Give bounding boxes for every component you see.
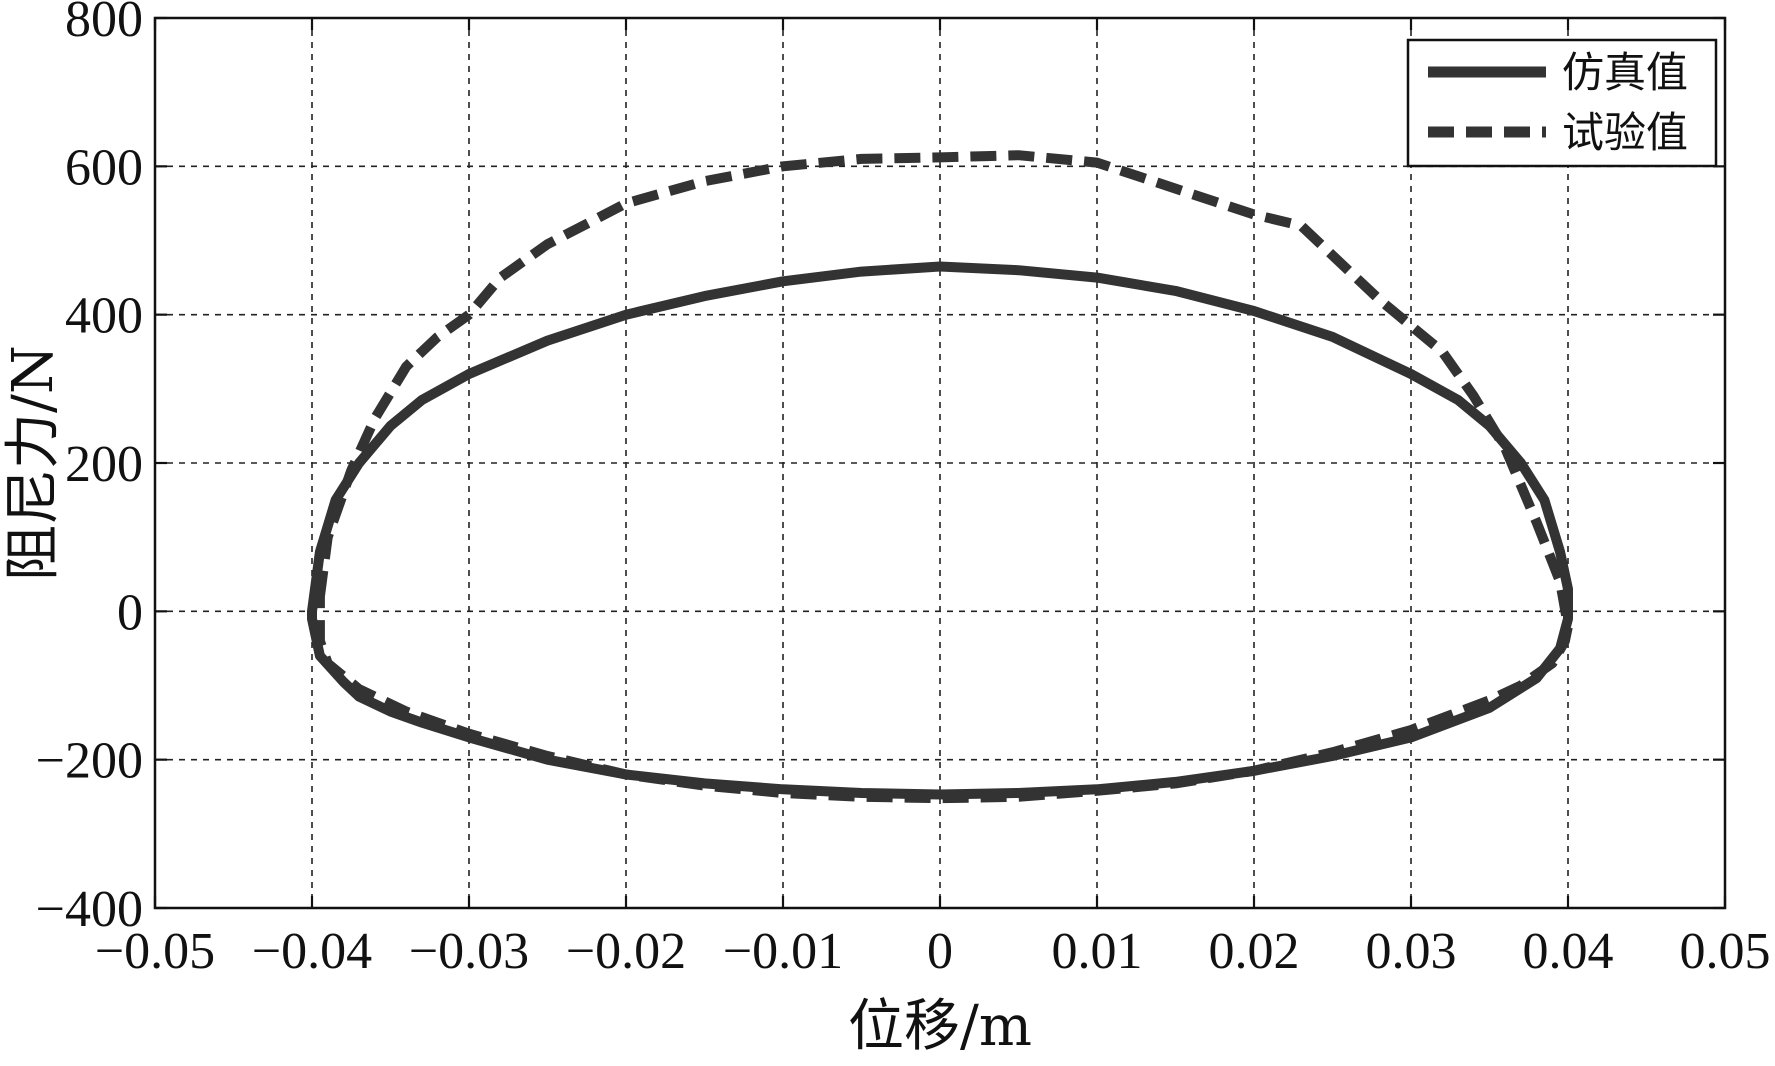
x-tick-label: −0.03	[409, 923, 529, 980]
legend-label-simulation: 仿真值	[1562, 48, 1688, 97]
x-tick-label: 0	[927, 923, 953, 980]
x-tick-label: −0.05	[95, 923, 215, 980]
x-tick-labels: −0.05 −0.04 −0.03 −0.02 −0.01 0 0.01 0.02 0.03 0.…	[95, 923, 1771, 980]
series-lines	[307, 150, 1573, 804]
y-tick-label: 600	[65, 139, 143, 196]
legend: 仿真值 试验值	[1406, 38, 1718, 168]
y-tick-label: 800	[65, 0, 143, 48]
x-tick-label: 0.03	[1366, 923, 1457, 980]
x-tick-label: 0.05	[1680, 923, 1771, 980]
y-tick-label: −200	[36, 733, 143, 790]
legend-label-experiment: 试验值	[1562, 108, 1688, 157]
x-tick-label: −0.01	[723, 923, 843, 980]
y-tick-label: 400	[65, 288, 143, 345]
x-axis-label: 位移/m	[848, 994, 1032, 1059]
y-axis-label: 阻尼力/N	[1, 345, 66, 581]
y-tick-labels: −400 −200 0 200 400 600 800	[36, 0, 143, 938]
y-tick-label: −400	[36, 881, 143, 938]
x-tick-label: −0.02	[566, 923, 686, 980]
x-tick-label: 0.04	[1523, 923, 1614, 980]
x-tick-label: 0.01	[1052, 923, 1143, 980]
legend-box	[1406, 38, 1718, 168]
y-tick-label: 0	[117, 584, 143, 641]
series-line-experiment	[314, 150, 1573, 804]
x-tick-label: 0.02	[1209, 923, 1300, 980]
x-tick-label: −0.04	[252, 923, 372, 980]
y-tick-label: 200	[65, 436, 143, 493]
plot-frame	[153, 16, 1727, 910]
